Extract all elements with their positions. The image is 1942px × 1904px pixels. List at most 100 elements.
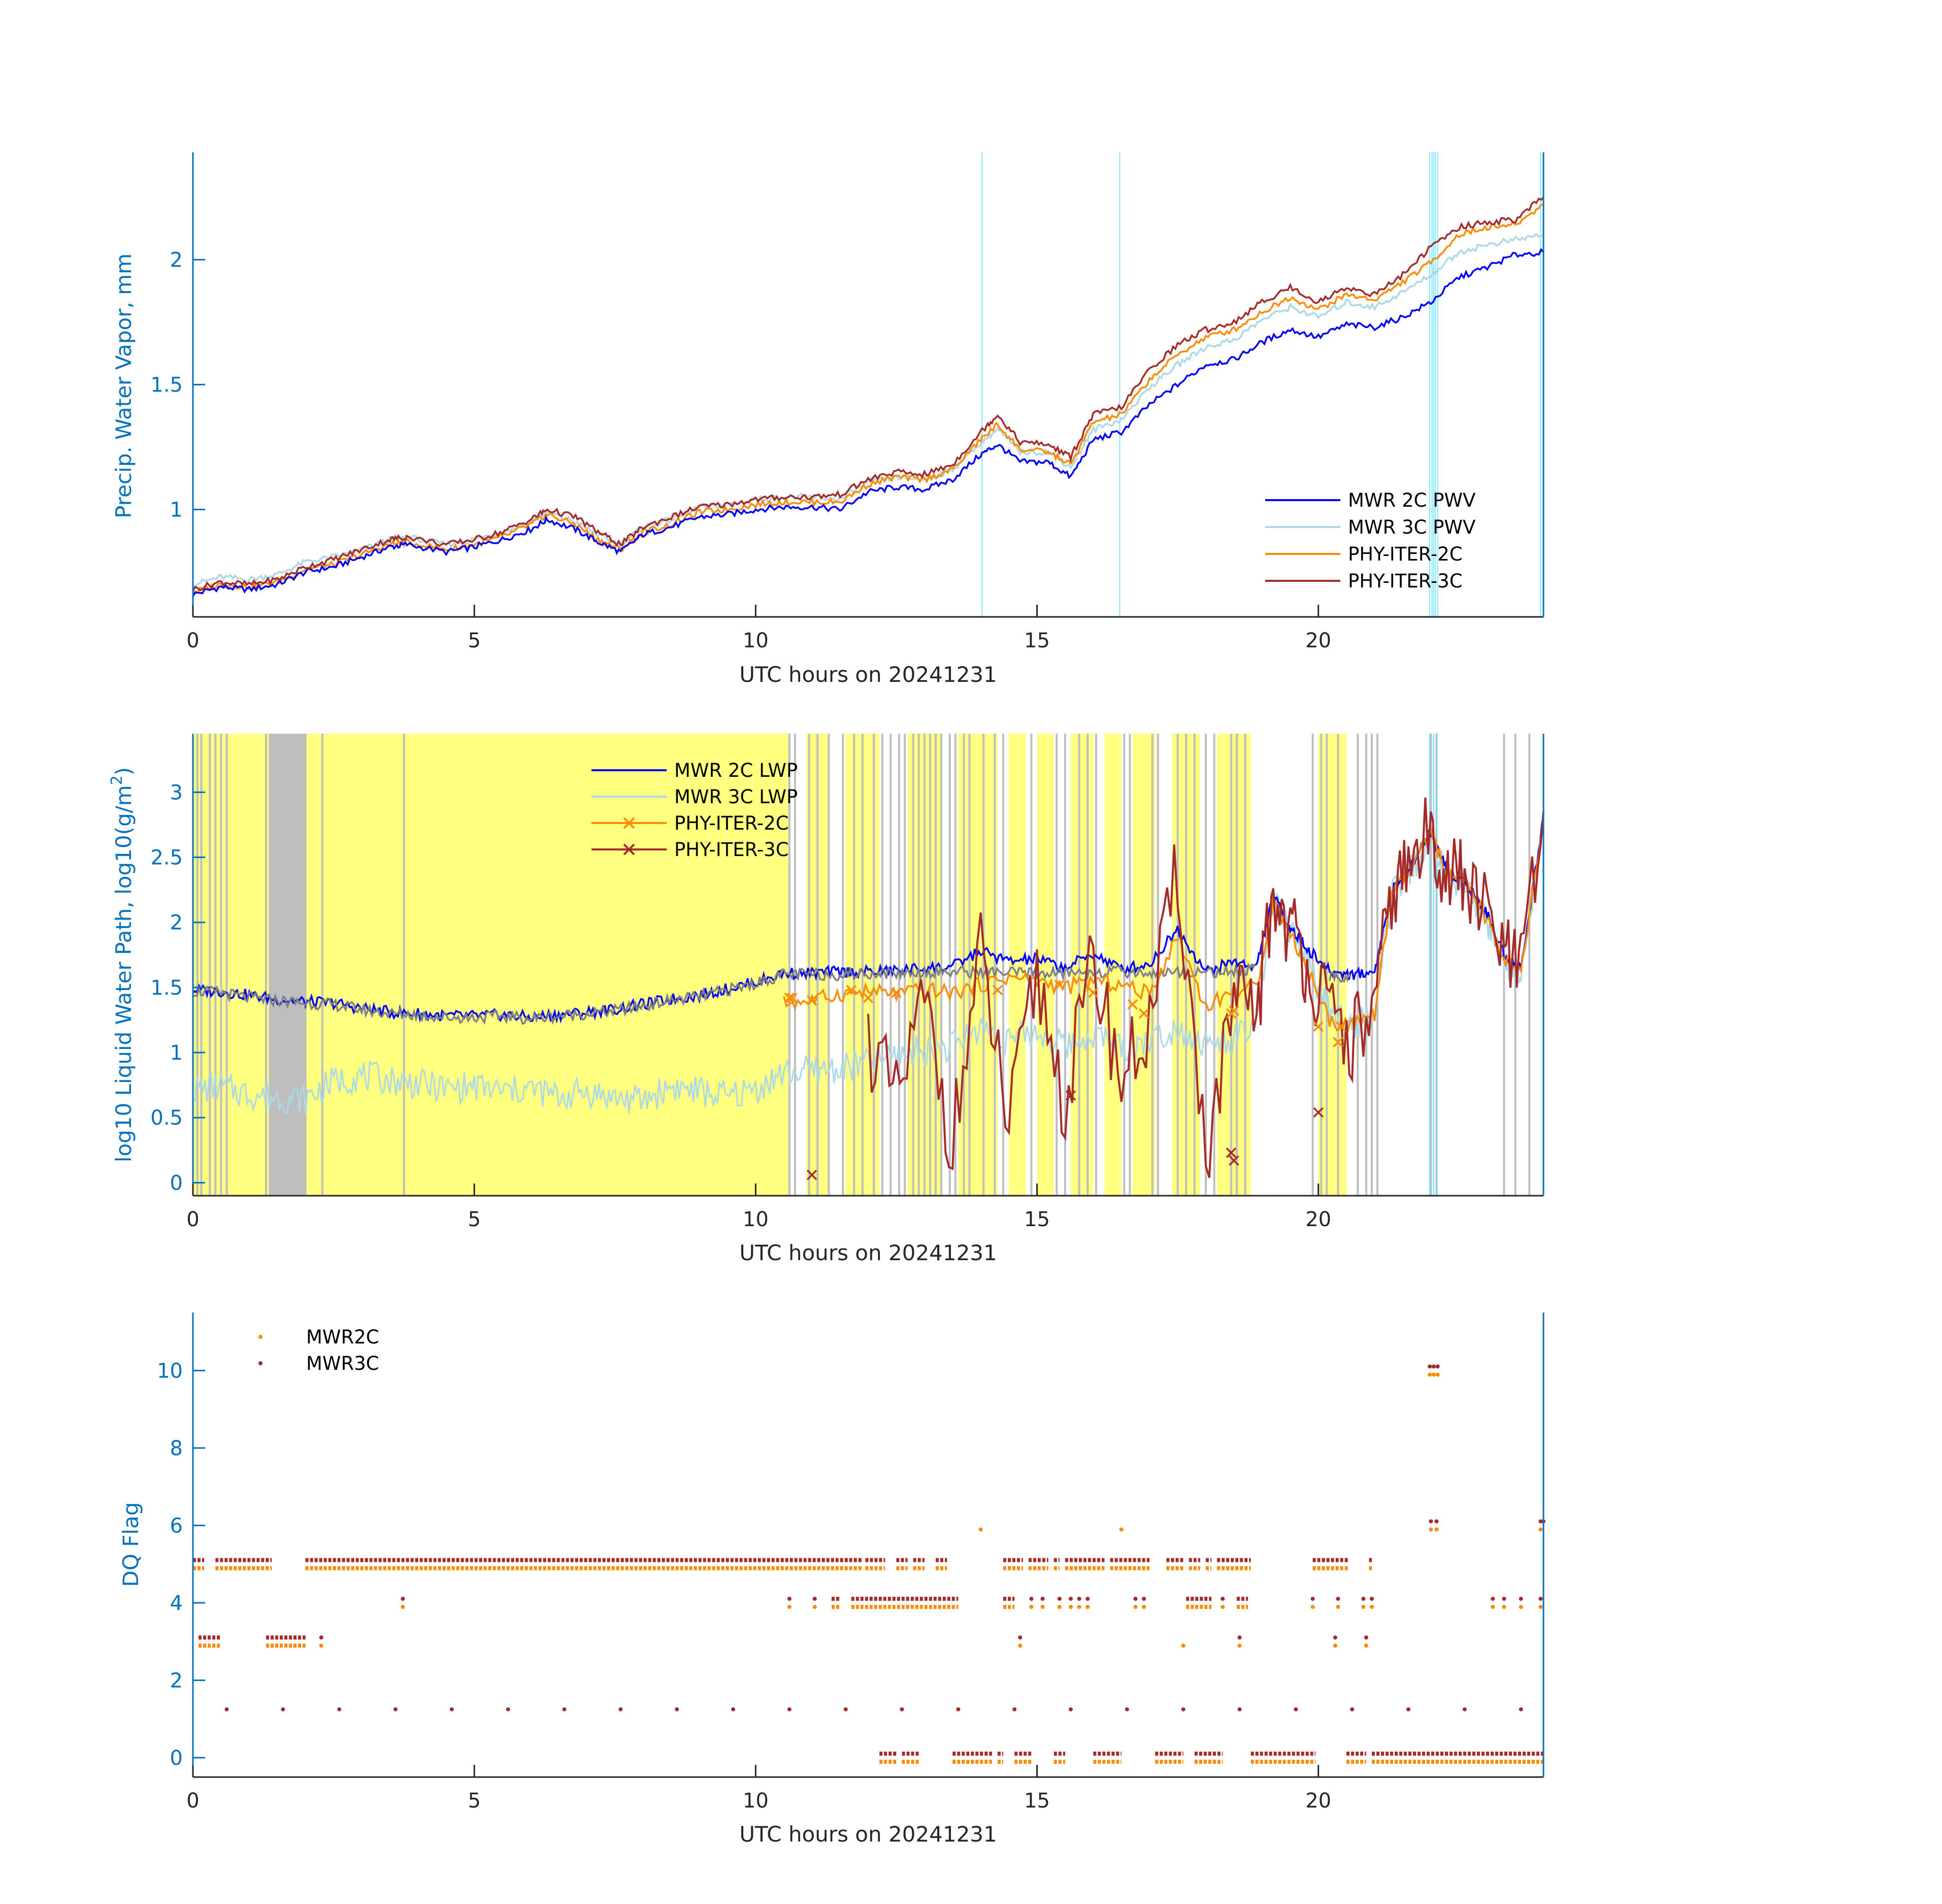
dq-point-mwr3c-flag1 (1237, 1707, 1242, 1712)
lwp-y-ticks: 0 0.5 1 1.5 2 2.5 3 (150, 781, 205, 1195)
dq-point-mwr3c (787, 1596, 792, 1601)
dq-point-mwr2c (1364, 1644, 1368, 1648)
dq-point-mwr2c (1237, 1644, 1242, 1648)
pwv-x-tick-label: 5 (468, 629, 480, 652)
lwp-x-axis-label: UTC hours on 20241231 (739, 1240, 997, 1265)
dq-point-mwr3c (1538, 1596, 1543, 1601)
lwp-x-tick-label: 15 (1024, 1208, 1050, 1231)
dq-y-tick-label: 2 (170, 1669, 183, 1692)
dq-point-mwr3c-flag1 (1181, 1707, 1186, 1712)
dq-point-mwr3c (1336, 1596, 1340, 1601)
dq-point-mwr3c (1491, 1596, 1495, 1601)
lwp-y-label-end: ) (111, 767, 136, 775)
lwp-marker-phy-iter-2c (1138, 1008, 1149, 1019)
dq-point-mwr3c (1310, 1596, 1315, 1601)
dq-y-tick-label: 10 (157, 1359, 183, 1383)
lwp-y-label-main: log10 Liquid Water Path, log10(g/m (111, 785, 136, 1162)
lwp-marker-phy-iter-2c (1088, 987, 1099, 998)
dq-point-mwr3c (1429, 1519, 1433, 1524)
dq-point-mwr2c (1429, 1527, 1433, 1532)
dq-x-tick-label: 10 (743, 1789, 769, 1813)
dq-point-mwr3c (1364, 1635, 1368, 1640)
dq-point-mwr3c-flag1 (843, 1707, 848, 1712)
lwp-marker-phy-iter-3c (1065, 1090, 1076, 1101)
dq-point-mwr2c (1333, 1644, 1337, 1648)
dq-point-mwr2c (1434, 1527, 1439, 1532)
dq-point-mwr3c-flag1 (675, 1707, 679, 1712)
lwp-cloud-band (1071, 734, 1094, 1196)
dq-point-mwr3c (1434, 1519, 1439, 1524)
dq-point-mwr3c-flag1 (1294, 1707, 1298, 1712)
dq-point-mwr2c (1491, 1604, 1495, 1609)
pwv-y-tick-label: 1.5 (150, 374, 183, 397)
dq-point-mwr2c (1428, 1372, 1432, 1377)
lwp-marker-phy-iter-3c (1313, 1107, 1324, 1118)
legend-marker-mwr2c (258, 1335, 262, 1339)
dq-point-mwr3c-flag1 (506, 1707, 510, 1712)
lwp-marker-phy-iter-3c (1226, 1147, 1237, 1158)
legend-label-phy3c: PHY-ITER-3C (1348, 570, 1463, 592)
pwv-series-mwr-3c-pwv (192, 233, 1544, 588)
lwp-marker-phy-iter-2c (1127, 999, 1138, 1010)
lwp-x-ticks: 0 5 10 15 20 (186, 1184, 1331, 1231)
dq-point-mwr2c (1538, 1604, 1543, 1609)
lwp-marker-phy-iter-2c (1229, 1005, 1239, 1016)
dq-x-axis-label: UTC hours on 20241231 (739, 1822, 997, 1847)
lwp-y-tick-label: 1.5 (150, 976, 183, 1000)
lwp-marker-phy-iter-3c (1229, 1155, 1239, 1166)
lwp-marker-phy-iter-3c (806, 1169, 817, 1180)
legend-marker-phy2c-lwp (623, 817, 635, 829)
legend-label-mwr2c-pwv: MWR 2C PWV (1348, 489, 1475, 511)
dq-point-mwr3c (1538, 1519, 1543, 1524)
dq-point-mwr3c (1431, 1364, 1436, 1369)
dq-point-mwr3c-flag1 (393, 1707, 398, 1712)
dq-point-mwr3c-flag1 (281, 1707, 285, 1712)
dq-point-mwr2c (1181, 1644, 1186, 1648)
dq-point-mwr3c (812, 1596, 817, 1601)
dq-point-mwr2c (1133, 1604, 1138, 1609)
dq-point-mwr3c-flag1 (449, 1707, 454, 1712)
dq-x-tick-label: 15 (1024, 1789, 1050, 1813)
dq-y-tick-label: 8 (170, 1437, 183, 1460)
dq-y-tick-label: 4 (170, 1592, 183, 1615)
lwp-marker-phy-iter-2c (846, 984, 857, 996)
dq-point-mwr2c (978, 1527, 983, 1532)
dq-point-mwr2c (1519, 1604, 1523, 1609)
dq-point-mwr3c-flag1 (731, 1707, 735, 1712)
dq-point-mwr3c (1142, 1596, 1146, 1601)
dq-point-mwr2c (1057, 1604, 1062, 1609)
lwp-marker-phy-iter-2c (992, 984, 1003, 996)
legend-label-phy2c-lwp: PHY-ITER-2C (674, 812, 789, 834)
pwv-y-tick-label: 1 (170, 498, 183, 521)
pwv-series-phy-iter-3c (192, 196, 1544, 592)
dq-point-mwr2c (812, 1604, 817, 1609)
lwp-x-tick-label: 20 (1305, 1208, 1331, 1231)
lwp-y-tick-label: 2.5 (150, 846, 183, 870)
dq-point-mwr2c (1361, 1604, 1366, 1609)
lwp-marker-phy-iter-2c (863, 993, 874, 1003)
pwv-x-tick-label: 10 (743, 629, 769, 652)
dq-point-mwr3c (1133, 1596, 1138, 1601)
dq-point-mwr3c-flag1 (1406, 1707, 1410, 1712)
dq-point-mwr3c-flag1 (562, 1707, 567, 1712)
lwp-y-tick-label: 1 (170, 1041, 183, 1065)
dq-point-mwr3c (1077, 1596, 1081, 1601)
dq-x-tick-label: 5 (468, 1789, 480, 1813)
lwp-marker-phy-iter-2c (1333, 1037, 1343, 1047)
dq-point-mwr3c-flag1 (1069, 1707, 1073, 1712)
lwp-y-tick-label: 3 (170, 781, 183, 804)
pwv-series-lines (192, 196, 1544, 597)
dq-point-mwr3c (1221, 1596, 1225, 1601)
dq-point-mwr3c (1018, 1635, 1023, 1640)
lwp-marker-phy-iter-2c (1313, 1021, 1324, 1032)
pwv-x-ticks: 0 5 10 15 20 (186, 605, 1331, 652)
pwv-x-tick-label: 20 (1305, 629, 1331, 652)
lwp-flag-band (269, 734, 306, 1196)
dq-point-mwr3c-flag1 (956, 1707, 961, 1712)
lwp-y-axis-label: log10 Liquid Water Path, log10(g/m2) (108, 767, 136, 1162)
dq-legend: MWR2C MWR3C (258, 1326, 379, 1374)
lwp-panel: 0 0.5 1 1.5 2 2.5 3 0 5 10 15 20 UTC hours on 2024… (108, 734, 1544, 1265)
dq-point-mwr3c-flag1 (1012, 1707, 1017, 1712)
lwp-x-tick-label: 0 (186, 1208, 199, 1231)
